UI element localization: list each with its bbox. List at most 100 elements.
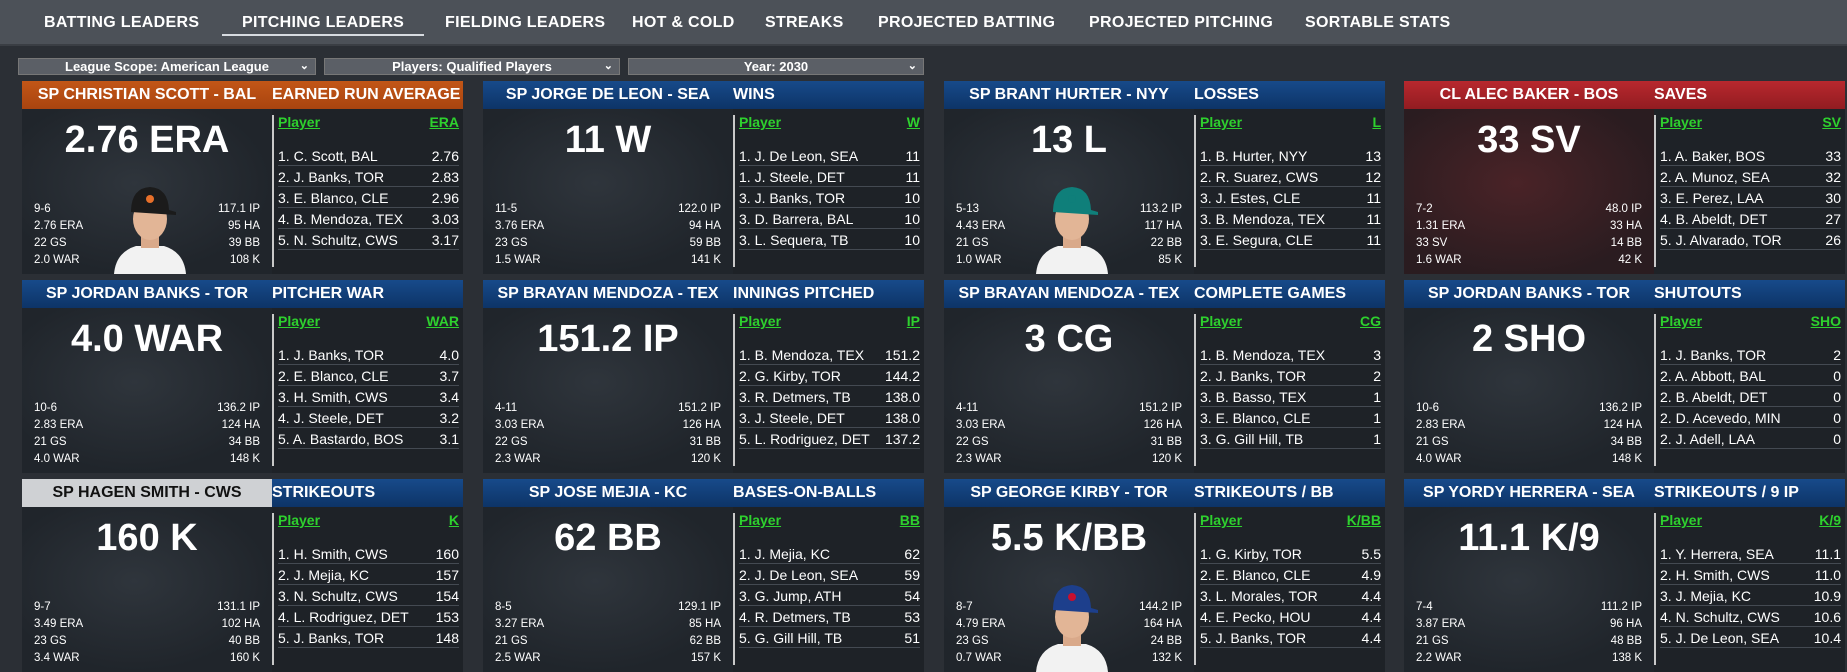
list-item[interactable]: 5. A. Bastardo, BOS 3.1 — [278, 428, 459, 449]
column-header-player[interactable]: Player — [278, 114, 321, 130]
leader-player[interactable]: 2. D. Acevedo, MIN — [1660, 410, 1781, 426]
leader-player[interactable]: 1. B. Mendoza, TEX — [739, 347, 865, 363]
list-item[interactable]: 1. J. Banks, TOR 2 — [1660, 344, 1841, 365]
player-name-link[interactable]: SP BRANT HURTER - NYY — [969, 86, 1169, 103]
players-dropdown[interactable]: Players: Qualified Players ⌄ — [324, 58, 620, 75]
leader-player[interactable]: 2. J. Adell, LAA — [1660, 431, 1755, 447]
column-header-player[interactable]: Player — [1660, 313, 1703, 329]
leader-player[interactable]: 2. H. Smith, CWS — [1660, 567, 1770, 583]
list-item[interactable]: 3. J. Banks, TOR 10 — [739, 187, 920, 208]
column-header-player[interactable]: Player — [739, 313, 782, 329]
column-header-player[interactable]: Player — [1660, 114, 1703, 130]
leader-player[interactable]: 2. A. Abbott, BAL — [1660, 368, 1766, 384]
column-header-stat[interactable]: W — [906, 114, 920, 130]
list-item[interactable]: 4. E. Pecko, HOU 4.4 — [1200, 606, 1381, 627]
leader-player[interactable]: 5. A. Bastardo, BOS — [278, 431, 404, 447]
player-name-link[interactable]: SP YORDY HERRERA - SEA — [1423, 484, 1635, 501]
list-item[interactable]: 5. L. Rodriguez, DET 137.2 — [739, 428, 920, 449]
year-dropdown[interactable]: Year: 2030 ⌄ — [628, 58, 924, 75]
list-item[interactable]: 4. B. Abeldt, DET 27 — [1660, 208, 1841, 229]
leader-player[interactable]: 2. A. Munoz, SEA — [1660, 169, 1770, 185]
leader-player[interactable]: 3. G. Gill Hill, TB — [1200, 431, 1304, 447]
list-item[interactable]: 1. A. Baker, BOS 33 — [1660, 145, 1841, 166]
list-item[interactable]: 2. A. Munoz, SEA 32 — [1660, 166, 1841, 187]
leader-player[interactable]: 3. E. Blanco, CLE — [1200, 410, 1311, 426]
list-item[interactable]: 5. G. Gill Hill, TB 51 — [739, 627, 920, 648]
leader-player[interactable]: 3. L. Morales, TOR — [1200, 588, 1318, 604]
player-name-link[interactable]: SP GEORGE KIRBY - TOR — [970, 484, 1168, 501]
leader-player[interactable]: 2. B. Abeldt, DET — [1660, 389, 1768, 405]
list-item[interactable]: 3. L. Morales, TOR 4.4 — [1200, 585, 1381, 606]
leader-player[interactable]: 2. J. De Leon, SEA — [739, 567, 859, 583]
leader-player[interactable]: 1. B. Hurter, NYY — [1200, 148, 1308, 164]
list-item[interactable]: 3. E. Segura, CLE 11 — [1200, 229, 1381, 250]
list-item[interactable]: 2. D. Acevedo, MIN 0 — [1660, 407, 1841, 428]
column-header-stat[interactable]: WAR — [426, 313, 459, 329]
column-header-player[interactable]: Player — [739, 512, 782, 528]
column-header-player[interactable]: Player — [278, 313, 321, 329]
tab-sortable-stats[interactable]: SORTABLE STATS — [1305, 14, 1451, 31]
leader-player[interactable]: 3. E. Blanco, CLE — [278, 190, 389, 206]
list-item[interactable]: 2. E. Blanco, CLE 3.7 — [278, 365, 459, 386]
leader-player[interactable]: 3. G. Jump, ATH — [739, 588, 842, 604]
leader-player[interactable]: 1. G. Kirby, TOR — [1200, 546, 1302, 562]
list-item[interactable]: 3. J. Steele, DET 138.0 — [739, 407, 920, 428]
list-item[interactable]: 1. G. Kirby, TOR 5.5 — [1200, 543, 1381, 564]
column-header-player[interactable]: Player — [739, 114, 782, 130]
tab-projected-pitching[interactable]: PROJECTED PITCHING — [1089, 14, 1274, 31]
leader-player[interactable]: 3. J. Banks, TOR — [739, 190, 846, 206]
leader-player[interactable]: 2. G. Kirby, TOR — [739, 368, 841, 384]
column-header-player[interactable]: Player — [1200, 512, 1243, 528]
column-header-player[interactable]: Player — [1660, 512, 1703, 528]
leader-player[interactable]: 1. J. Banks, TOR — [1660, 347, 1767, 363]
tab-batting-leaders[interactable]: BATTING LEADERS — [44, 14, 200, 31]
leader-player[interactable]: 4. R. Detmers, TB — [739, 609, 851, 625]
leader-player[interactable]: 3. E. Perez, LAA — [1660, 190, 1764, 206]
list-item[interactable]: 3. G. Jump, ATH 54 — [739, 585, 920, 606]
list-item[interactable]: 3. N. Schultz, CWS 154 — [278, 585, 459, 606]
list-item[interactable]: 3. B. Basso, TEX 1 — [1200, 386, 1381, 407]
leader-player[interactable]: 1. J. Mejia, KC — [739, 546, 831, 562]
column-header-player[interactable]: Player — [1200, 313, 1243, 329]
leader-player[interactable]: 1. C. Scott, BAL — [278, 148, 378, 164]
list-item[interactable]: 5. J. De Leon, SEA 10.4 — [1660, 627, 1841, 648]
list-item[interactable]: 2. H. Smith, CWS 11.0 — [1660, 564, 1841, 585]
list-item[interactable]: 2. J. De Leon, SEA 59 — [739, 564, 920, 585]
list-item[interactable]: 2. J. Banks, TOR 2.83 — [278, 166, 459, 187]
column-header-stat[interactable]: CG — [1360, 313, 1381, 329]
column-header-stat[interactable]: BB — [899, 512, 920, 528]
player-name-link[interactable]: SP JORDAN BANKS - TOR — [45, 285, 249, 302]
leader-player[interactable]: 4. N. Schultz, CWS — [1660, 609, 1780, 625]
leader-player[interactable]: 5. J. De Leon, SEA — [1660, 630, 1780, 646]
leader-player[interactable]: 2. J. Banks, TOR — [1200, 368, 1307, 384]
list-item[interactable]: 2. J. Banks, TOR 2 — [1200, 365, 1381, 386]
leader-player[interactable]: 3. N. Schultz, CWS — [278, 588, 398, 604]
list-item[interactable]: 3. R. Detmers, TB 138.0 — [739, 386, 920, 407]
list-item[interactable]: 5. J. Banks, TOR 148 — [278, 627, 459, 648]
list-item[interactable]: 1. B. Mendoza, TEX 151.2 — [739, 344, 920, 365]
player-name-link[interactable]: SP HAGEN SMITH - CWS — [22, 479, 272, 507]
column-header-stat[interactable]: K/9 — [1819, 512, 1841, 528]
leader-player[interactable]: 3. B. Basso, TEX — [1200, 389, 1307, 405]
leader-player[interactable]: 1. A. Baker, BOS — [1660, 148, 1766, 164]
list-item[interactable]: 1. Y. Herrera, SEA 11.1 — [1660, 543, 1841, 564]
column-header-stat[interactable]: K — [448, 512, 459, 528]
list-item[interactable]: 3. D. Barrera, BAL 10 — [739, 208, 920, 229]
leader-player[interactable]: 5. J. Banks, TOR — [278, 630, 385, 646]
list-item[interactable]: 5. J. Banks, TOR 4.4 — [1200, 627, 1381, 648]
list-item[interactable]: 3. E. Perez, LAA 30 — [1660, 187, 1841, 208]
list-item[interactable]: 2. A. Abbott, BAL 0 — [1660, 365, 1841, 386]
leader-player[interactable]: 2. J. Mejia, KC — [278, 567, 370, 583]
tab-hot-cold[interactable]: HOT & COLD — [632, 14, 735, 31]
column-header-stat[interactable]: SHO — [1810, 313, 1841, 329]
list-item[interactable]: 3. L. Sequera, TB 10 — [739, 229, 920, 250]
leader-player[interactable]: 3. J. Mejia, KC — [1660, 588, 1752, 604]
column-header-stat[interactable]: ERA — [429, 114, 459, 130]
leader-player[interactable]: 4. B. Mendoza, TEX — [278, 211, 404, 227]
league-scope-dropdown[interactable]: League Scope: American League ⌄ — [18, 58, 316, 75]
player-name-link[interactable]: SP BRAYAN MENDOZA - TEX — [497, 285, 719, 302]
column-header-stat[interactable]: SV — [1822, 114, 1841, 130]
list-item[interactable]: 3. E. Blanco, CLE 1 — [1200, 407, 1381, 428]
leader-player[interactable]: 4. B. Abeldt, DET — [1660, 211, 1768, 227]
leader-player[interactable]: 2. E. Blanco, CLE — [1200, 567, 1311, 583]
